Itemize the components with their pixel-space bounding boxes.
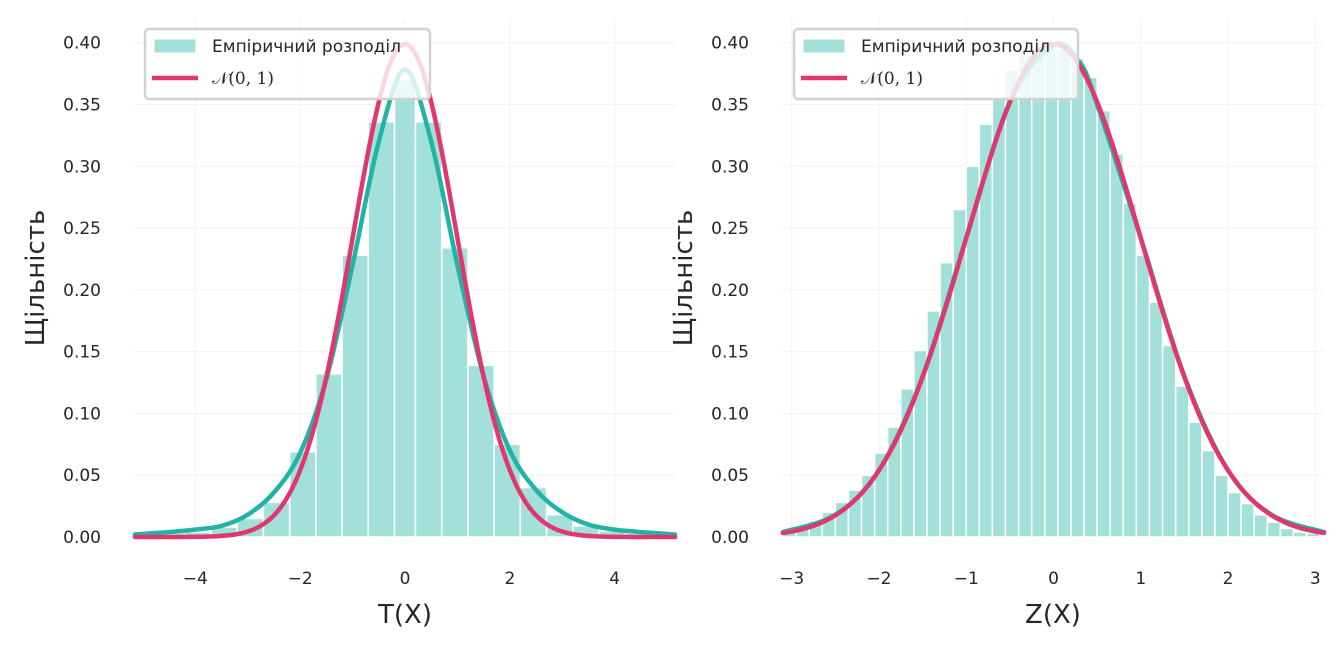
y-axis-label: Щільність: [669, 210, 699, 347]
histogram-bar: [1240, 502, 1255, 538]
legend: Емпіричний розподіл 𝒩(0, 1): [792, 27, 1080, 101]
y-tick-label: 0.15: [711, 343, 749, 363]
y-tick-label: 0.20: [711, 281, 749, 301]
legend-normal-label: 𝒩(0, 1): [861, 69, 923, 89]
legend-normal-label: 𝒩(0, 1): [212, 69, 274, 89]
histogram-bar: [1044, 45, 1059, 538]
legend-hist-label: Емпіричний розподіл: [861, 37, 1050, 57]
x-tick-label: −4: [183, 569, 208, 589]
y-tick-label: 0.40: [63, 34, 101, 54]
y-tick-label: 0.10: [63, 404, 101, 424]
x-tick-label: −2: [288, 569, 313, 589]
histogram-bar: [1030, 46, 1046, 538]
y-tick-label: 0.40: [711, 34, 749, 54]
x-tick-label: 4: [609, 569, 620, 589]
histogram-bar: [1188, 421, 1203, 538]
y-tick-label: 0.05: [63, 466, 101, 486]
x-tick-label: 2: [1223, 569, 1234, 589]
y-axis-label: Щільність: [21, 210, 51, 347]
y-tick-label: 0.15: [63, 343, 101, 363]
histogram-bar: [1253, 514, 1269, 538]
x-tick-label: 0: [1048, 569, 1059, 589]
y-tick-labels: 0.00 0.05 0.10 0.15 0.20 0.25 0.30 0.35 0.40: [63, 34, 101, 548]
legend-frame: [143, 27, 432, 101]
histogram-bar: [1279, 527, 1295, 538]
histogram-bar: [1004, 69, 1020, 538]
histogram-bar: [1161, 344, 1177, 538]
chart-right: −3 −2 −1 0 1 2 3 0.000.050.100.150.200.250.300…: [669, 18, 1327, 630]
y-tick-label: 0.00: [711, 528, 749, 548]
x-tick-label: 2: [504, 569, 515, 589]
chart-left: −4 −2 0 2 4 0.00 0.05 0.10 0.15 0.20 0.25 0.30 0.35…: [21, 18, 678, 630]
y-tick-label: 0.35: [711, 96, 749, 116]
x-tick-label: −1: [954, 569, 979, 589]
x-tick-label: 0: [400, 569, 411, 589]
y-tick-label: 0.35: [63, 96, 101, 116]
histogram-bars: [134, 79, 676, 538]
histogram-bar: [393, 79, 417, 538]
x-tick-label: −2: [866, 569, 891, 589]
x-tick-label: 1: [1135, 569, 1146, 589]
x-tick-labels: −3 −2 −1 0 1 2 3: [779, 569, 1320, 589]
histogram-bar: [1070, 58, 1085, 538]
histogram-bar: [1122, 202, 1138, 538]
y-tick-label: 0.20: [63, 281, 101, 301]
histogram-bars: [782, 45, 1321, 538]
histogram-bar: [367, 121, 396, 538]
legend-hist-swatch: [153, 38, 197, 54]
histogram-bar: [414, 121, 443, 538]
y-tick-label: 0.00: [63, 528, 101, 548]
histogram-bar: [1148, 301, 1164, 538]
x-axis-label: T(X): [377, 600, 432, 630]
histogram-bar: [1135, 254, 1151, 538]
histogram-bar: [1266, 521, 1282, 538]
histogram-bar: [1174, 385, 1190, 538]
y-tick-label: 0.30: [711, 157, 749, 177]
x-tick-labels: −4 −2 0 2 4: [183, 569, 620, 589]
histogram-bar: [1083, 76, 1098, 538]
x-axis-label: Z(X): [1025, 600, 1081, 630]
histogram-bar: [1214, 474, 1229, 538]
histogram-bar: [991, 96, 1007, 538]
legend: Емпіричний розподіл 𝒩(0, 1): [143, 27, 432, 101]
y-tick-label: 0.30: [63, 157, 101, 177]
y-tick-label: 0.25: [63, 219, 101, 239]
y-tick-label: 0.10: [711, 404, 749, 424]
histogram-bar: [1017, 54, 1033, 538]
x-tick-label: 3: [1310, 569, 1321, 589]
legend-hist-swatch: [802, 38, 846, 54]
y-tick-label: 0.05: [711, 466, 749, 486]
y-tick-labels: 0.00 0.05 0.10 0.15 0.20 0.25 0.30 0.35 0.40: [711, 34, 749, 548]
histogram-bar: [1057, 48, 1072, 538]
x-tick-label: −3: [779, 569, 804, 589]
histogram-bar: [1227, 491, 1242, 538]
y-tick-label: 0.25: [711, 219, 749, 239]
legend-hist-label: Емпіричний розподіл: [212, 37, 401, 57]
legend-frame: [792, 27, 1080, 101]
histogram-bar: [1201, 449, 1216, 538]
histogram-bar: [1109, 153, 1125, 538]
histogram-bar: [1292, 531, 1308, 538]
histogram-bar: [1096, 109, 1111, 538]
